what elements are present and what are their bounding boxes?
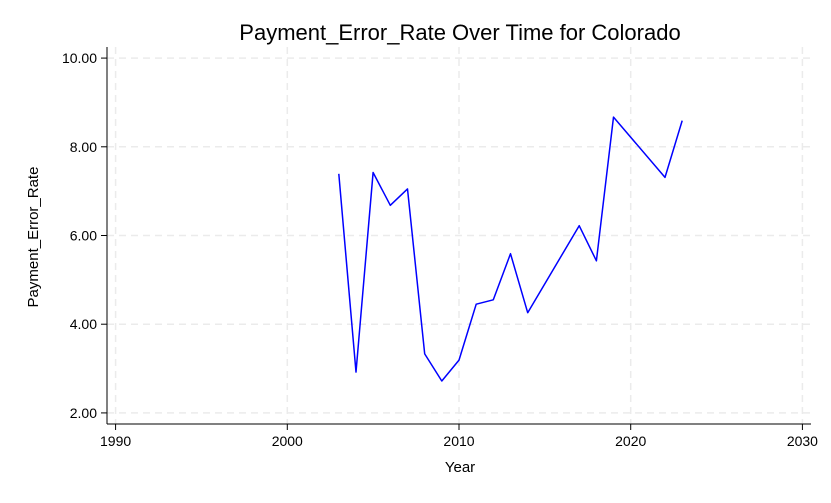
x-axis-label: Year (445, 459, 475, 476)
series-line (338, 116, 683, 382)
y-tick-label: 10.00 (62, 50, 97, 66)
x-tick-label: 2030 (787, 433, 818, 449)
series-lines (338, 116, 683, 382)
y-axis-label: Payment_Error_Rate (25, 167, 42, 308)
chart-title: Payment_Error_Rate Over Time for Colorad… (239, 20, 680, 45)
y-tick-label: 8.00 (70, 139, 97, 155)
x-axis-ticks: 1990 2000 2010 2020 2030 (100, 424, 818, 449)
y-axis-ticks: 2.00 4.00 6.00 8.00 10.00 (62, 50, 107, 421)
x-tick-label: 1990 (100, 433, 131, 449)
y-tick-label: 6.00 (70, 228, 97, 244)
y-tick-label: 2.00 (70, 405, 97, 421)
y-tick-label: 4.00 (70, 316, 97, 332)
x-tick-label: 2010 (443, 433, 474, 449)
gridlines (107, 47, 811, 424)
x-tick-label: 2000 (272, 433, 303, 449)
x-tick-label: 2020 (615, 433, 646, 449)
